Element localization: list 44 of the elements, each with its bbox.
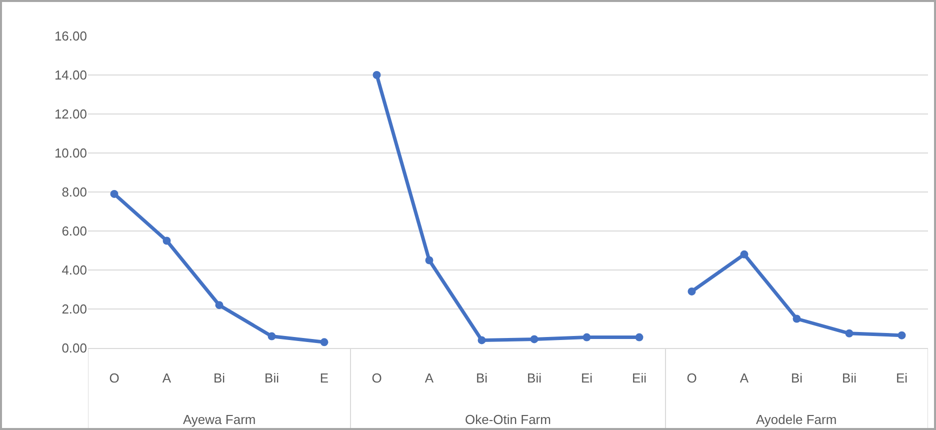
point [215, 301, 224, 310]
point [740, 250, 748, 258]
text: Ayodele Farm [756, 412, 837, 427]
y-tick-label: 2.00 [62, 302, 87, 317]
point [110, 190, 118, 198]
y-tick-label: 4.00 [62, 262, 87, 278]
x-tick-label: Eii [632, 370, 647, 386]
point [635, 333, 644, 342]
point [792, 314, 801, 323]
x-tick-label: Bi [476, 370, 488, 386]
x-tick-label: A [162, 370, 172, 386]
y-tick-label: 14.00 [54, 68, 87, 83]
x-tick-label: A [740, 370, 749, 386]
text: Oke-Otin Farm [465, 412, 551, 427]
y-tick-label: 16.00 [54, 28, 87, 44]
y-tick-label: 8.00 [62, 184, 87, 200]
x-tick-label: Ei [580, 370, 593, 386]
point [320, 338, 328, 346]
x-tick-label: O [109, 370, 120, 386]
x-tick-label: Bii [527, 370, 542, 386]
point [478, 336, 486, 344]
x-tick-label: A [424, 370, 434, 386]
x-tick-label: Bii [264, 370, 280, 386]
point [845, 329, 854, 338]
point [898, 331, 906, 340]
point [162, 236, 171, 245]
y-tick-label: 6.00 [62, 224, 87, 239]
x-tick-label: Bii [842, 370, 857, 386]
point [530, 335, 538, 344]
x-tick-label: Bi [790, 370, 803, 386]
x-tick-label: Bi [213, 370, 226, 386]
point [372, 71, 381, 79]
x-tick-label: O [372, 370, 382, 386]
y-tick-label: 12.00 [54, 106, 87, 122]
point [425, 256, 434, 264]
x-tick-label: E [320, 370, 329, 386]
point [582, 333, 591, 342]
text: Ayewa Farm [183, 412, 256, 427]
point [688, 287, 696, 296]
x-tick-label: Ei [896, 370, 908, 386]
y-tick-label: 10.00 [54, 146, 87, 161]
point [268, 332, 276, 340]
x-tick-label: O [686, 370, 697, 386]
y-tick-label: 0.00 [62, 340, 87, 356]
